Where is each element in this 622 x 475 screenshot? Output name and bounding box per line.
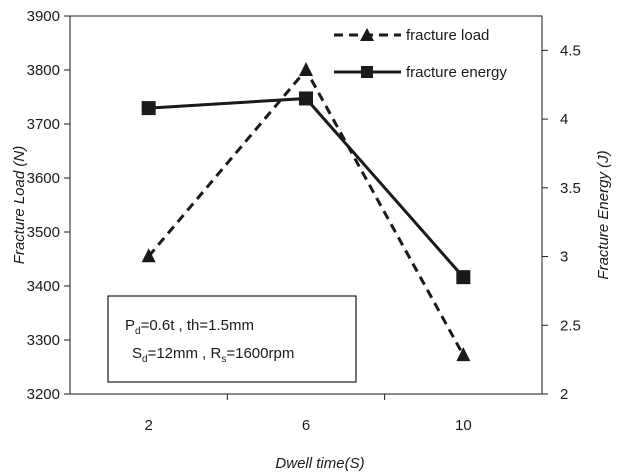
legend-triangle-marker <box>360 28 374 41</box>
series-layer <box>141 62 471 362</box>
y-tick-label: 3700 <box>27 116 60 133</box>
y-tick-label: 3500 <box>27 224 60 241</box>
y2-tick-label: 2 <box>560 386 568 403</box>
x-axis: 2 6 10 <box>144 394 472 434</box>
y2-tick-label: 3 <box>560 249 568 266</box>
data-point-fracture-load <box>299 62 313 76</box>
right-axis: 2 2.5 3 3.5 4 4.5 <box>542 42 581 403</box>
y-tick-label: 3600 <box>27 170 60 187</box>
x-tick-label: 2 <box>144 417 152 434</box>
legend-square-marker <box>361 66 373 78</box>
y-tick-label: 3300 <box>27 332 60 349</box>
legend-label-fracture-load: fracture load <box>406 27 489 44</box>
annotation-line-1: Pd=0.6t , th=1.5mm <box>125 317 254 337</box>
y2-tick-label: 3.5 <box>560 180 581 197</box>
y2-tick-label: 4 <box>560 111 568 128</box>
legend-label-fracture-energy: fracture energy <box>406 64 507 81</box>
annotation-box: Pd=0.6t , th=1.5mm Sd=12mm , Rs=1600rpm <box>107 295 357 383</box>
data-point-fracture-energy <box>456 270 471 285</box>
y-tick-label: 3400 <box>27 278 60 295</box>
data-point-fracture-energy <box>299 91 313 106</box>
y-axis-title: Fracture Load (N) <box>11 146 28 264</box>
y2-tick-label: 4.5 <box>560 42 581 59</box>
annotation-line-2: Sd=12mm , Rs=1600rpm <box>132 345 294 365</box>
y2-tick-label: 2.5 <box>560 317 581 334</box>
data-point-fracture-energy <box>141 101 156 116</box>
x-tick-label: 10 <box>455 417 472 434</box>
left-axis: 3200 3300 3400 3500 3600 3700 3800 3900 <box>27 8 70 403</box>
y-tick-label: 3200 <box>27 386 60 403</box>
legend: fracture load fracture energy <box>334 27 507 81</box>
y-tick-label: 3900 <box>27 8 60 25</box>
annotation-frame <box>107 295 357 383</box>
data-point-fracture-load <box>141 248 156 263</box>
y-tick-label: 3800 <box>27 62 60 79</box>
x-axis-title: Dwell time(S) <box>275 455 364 472</box>
x-tick-label: 6 <box>302 417 310 434</box>
data-point-fracture-load <box>456 347 471 362</box>
y2-axis-title: Fracture Energy (J) <box>595 150 612 279</box>
